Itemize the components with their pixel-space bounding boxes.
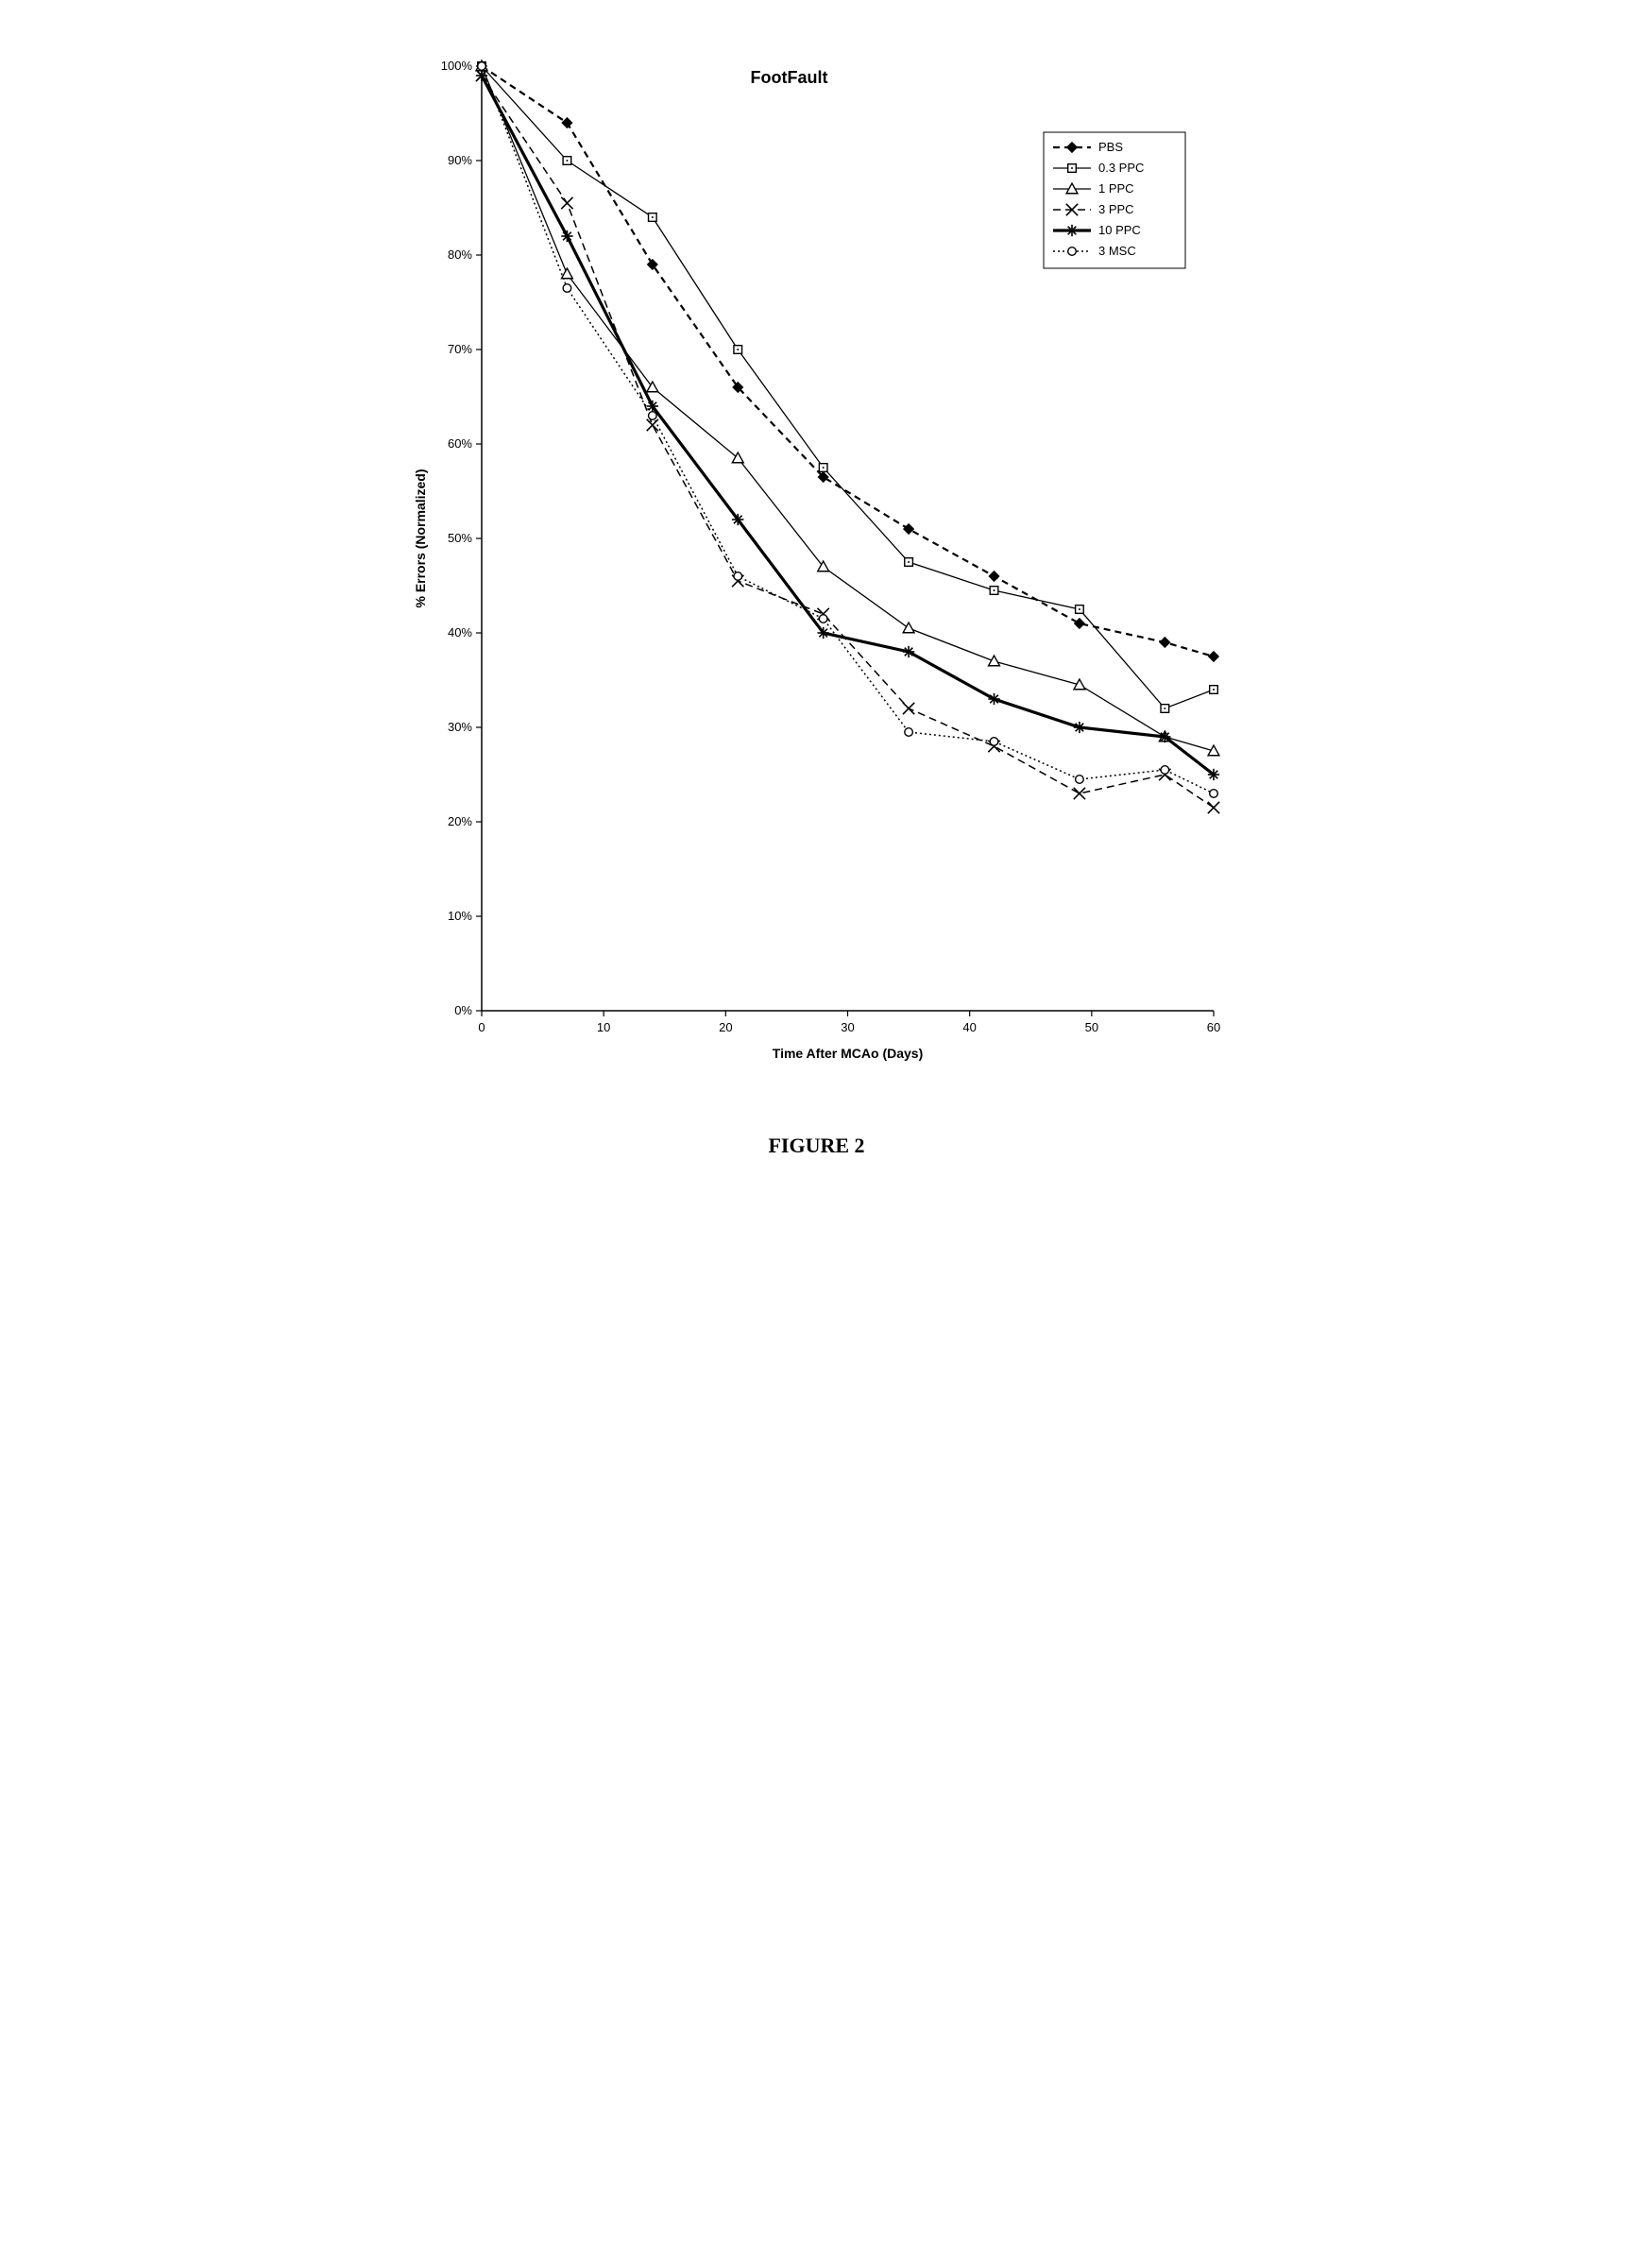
figure-caption: FIGURE 2: [392, 1134, 1242, 1158]
svg-text:50: 50: [1084, 1020, 1097, 1034]
chart-container: 0% 10% 20% 30% 40% 50% 60% 70% 80% 90% 100% 0 10 20 30…: [392, 38, 1242, 1158]
svg-text:60%: 60%: [447, 436, 471, 451]
svg-text:Time After MCAo (Days): Time After MCAo (Days): [772, 1046, 922, 1061]
svg-text:FootFault: FootFault: [750, 68, 827, 87]
svg-text:90%: 90%: [447, 153, 471, 167]
svg-text:0%: 0%: [454, 1003, 472, 1017]
svg-text:30%: 30%: [447, 720, 471, 734]
svg-text:% Errors (Normalized): % Errors (Normalized): [413, 469, 428, 607]
svg-text:60: 60: [1206, 1020, 1219, 1034]
svg-text:10%: 10%: [447, 909, 471, 923]
svg-text:PBS: PBS: [1098, 140, 1123, 154]
svg-text:40%: 40%: [447, 625, 471, 639]
svg-text:70%: 70%: [447, 342, 471, 356]
svg-text:100%: 100%: [440, 59, 472, 73]
svg-text:3 PPC: 3 PPC: [1098, 202, 1134, 216]
svg-text:1 PPC: 1 PPC: [1098, 181, 1134, 196]
svg-text:10: 10: [596, 1020, 609, 1034]
footfault-chart: 0% 10% 20% 30% 40% 50% 60% 70% 80% 90% 100% 0 10 20 30…: [392, 38, 1242, 1077]
svg-text:30: 30: [841, 1020, 854, 1034]
svg-text:20: 20: [719, 1020, 732, 1034]
svg-text:80%: 80%: [447, 247, 471, 262]
svg-text:20%: 20%: [447, 814, 471, 828]
svg-text:40: 40: [962, 1020, 976, 1034]
svg-text:50%: 50%: [447, 531, 471, 545]
svg-text:3 MSC: 3 MSC: [1098, 244, 1136, 258]
svg-text:0: 0: [478, 1020, 485, 1034]
svg-text:0.3 PPC: 0.3 PPC: [1098, 161, 1144, 175]
svg-text:10 PPC: 10 PPC: [1098, 223, 1141, 237]
